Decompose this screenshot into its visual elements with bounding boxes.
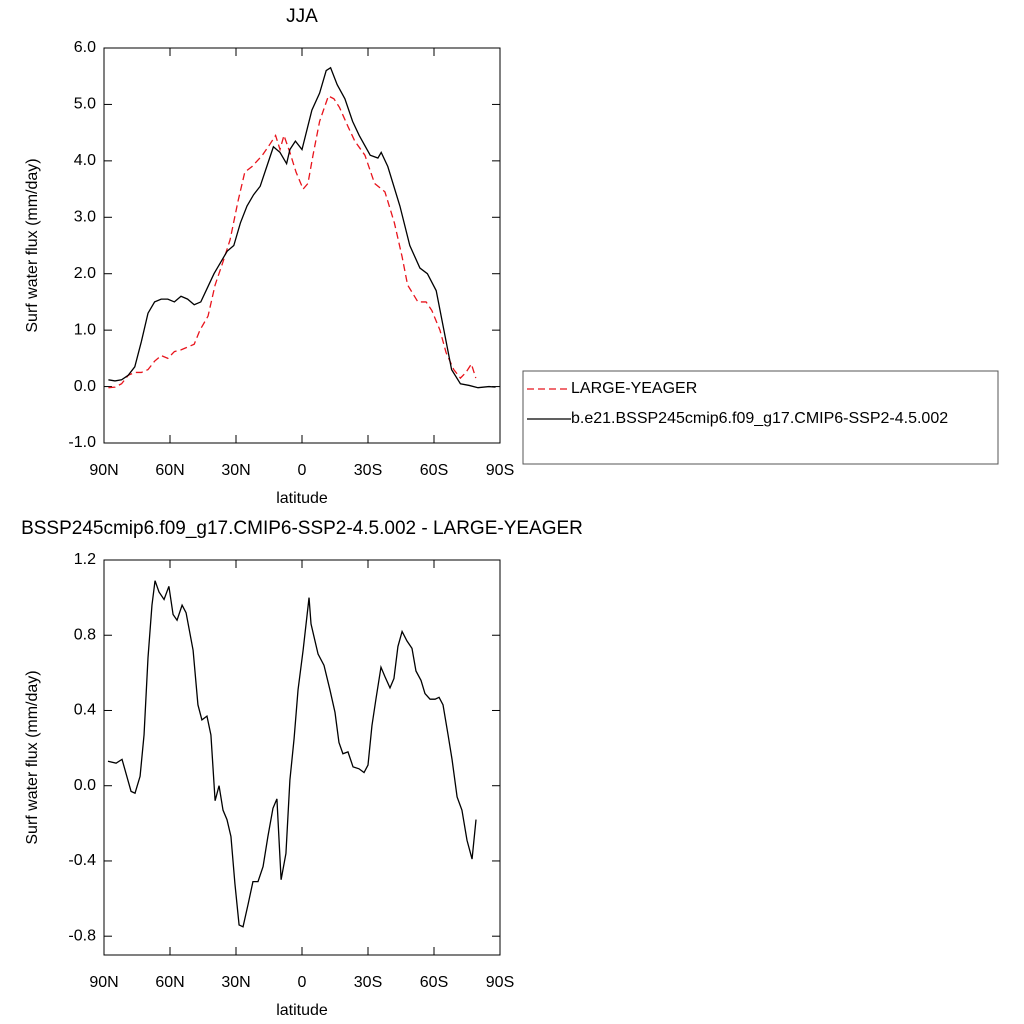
y-tick-label: -1.0	[68, 434, 96, 451]
y-tick-label: 2.0	[74, 265, 96, 282]
x-axis-label: latitude	[276, 1002, 328, 1019]
x-tick-label: 90S	[486, 462, 514, 479]
y-tick-label: 3.0	[74, 209, 96, 226]
x-tick-label: 90S	[486, 974, 514, 991]
x-tick-label: 30S	[354, 462, 382, 479]
legend-label: b.e21.BSSP245cmip6.f09_g17.CMIP6-SSP2-4.…	[571, 410, 948, 427]
legend-box	[522, 370, 999, 465]
chart-title: BSSP245cmip6.f09_g17.CMIP6-SSP2-4.5.002 …	[21, 518, 583, 539]
data-line	[107, 580, 477, 928]
x-tick-label: 60N	[155, 974, 184, 991]
x-tick-label: 60N	[155, 462, 184, 479]
x-tick-label: 90N	[89, 974, 118, 991]
x-tick-label: 60S	[420, 974, 448, 991]
y-tick-label: 5.0	[74, 96, 96, 113]
x-tick-label: 30S	[354, 974, 382, 991]
y-tick-label: 4.0	[74, 152, 96, 169]
y-tick-label: 6.0	[74, 39, 96, 56]
chart-title: JJA	[286, 6, 318, 27]
x-tick-label: 30N	[221, 974, 250, 991]
x-tick-label: 0	[298, 462, 307, 479]
y-tick-label: 1.0	[74, 321, 96, 338]
legend-label: LARGE-YEAGER	[571, 380, 697, 397]
y-tick-label: 0.8	[74, 626, 96, 643]
y-tick-label: 1.2	[74, 551, 96, 568]
x-tick-label: 30N	[221, 462, 250, 479]
x-tick-label: 0	[298, 974, 307, 991]
y-tick-label: -0.8	[68, 927, 96, 944]
data-line	[108, 95, 477, 389]
x-tick-label: 90N	[89, 462, 118, 479]
y-axis-label: Surf water flux (mm/day)	[24, 670, 41, 844]
x-tick-label: 60S	[420, 462, 448, 479]
x-axis-label: latitude	[276, 490, 328, 507]
data-line	[108, 66, 496, 389]
y-tick-label: 0.0	[74, 378, 96, 395]
plot-frame	[103, 47, 501, 444]
plot-frame	[103, 559, 501, 956]
y-tick-label: -0.4	[68, 852, 96, 869]
y-tick-label: 0.4	[74, 702, 96, 719]
y-axis-label: Surf water flux (mm/day)	[24, 158, 41, 332]
y-tick-label: 0.0	[74, 777, 96, 794]
